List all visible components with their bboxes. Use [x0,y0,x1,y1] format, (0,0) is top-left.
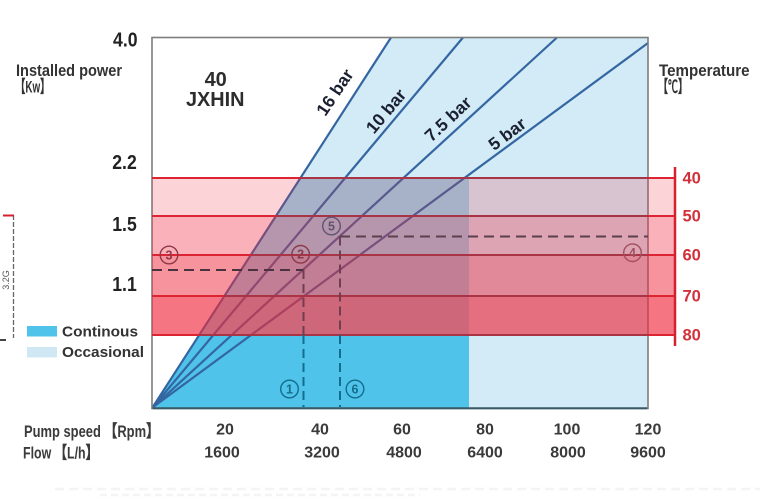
svg-text:9600: 9600 [630,445,666,462]
svg-text:4800: 4800 [386,445,422,462]
svg-text:80: 80 [683,327,701,345]
svg-text:80: 80 [476,422,494,439]
svg-text:8000: 8000 [550,445,586,462]
svg-text:2.2: 2.2 [112,152,137,174]
svg-text:4.0: 4.0 [113,30,138,52]
svg-text:2: 2 [297,248,304,262]
svg-text:1600: 1600 [204,445,240,462]
svg-text:3: 3 [166,248,173,262]
svg-text:Continous: Continous [62,323,138,340]
svg-text:1.5: 1.5 [112,214,137,236]
svg-text:1: 1 [286,382,293,396]
svg-text:5: 5 [328,219,335,233]
svg-text:3.2G: 3.2G [1,270,11,290]
svg-text:120: 120 [635,422,662,439]
svg-text:50: 50 [683,208,701,226]
svg-text:Temperature: Temperature [659,61,750,80]
svg-text:JXHIN: JXHIN [186,89,245,111]
svg-text:40: 40 [311,422,329,439]
svg-text:20: 20 [216,422,234,439]
svg-text:100: 100 [554,422,581,439]
svg-text:40: 40 [205,69,227,91]
svg-text:Installed power: Installed power [16,61,122,80]
svg-text:【℃】: 【℃】 [658,77,688,97]
svg-text:Pump speed 【Rpm】: Pump speed 【Rpm】 [24,421,159,441]
svg-text:70: 70 [683,288,701,306]
svg-text:6: 6 [352,382,359,396]
svg-text:Occasional: Occasional [62,344,144,361]
svg-text:60: 60 [683,247,701,265]
svg-text:4: 4 [629,246,636,260]
svg-text:60: 60 [393,422,411,439]
svg-text:【Kw】: 【Kw】 [16,77,51,97]
svg-text:3200: 3200 [304,445,340,462]
svg-text:Flow 【L/h】: Flow 【L/h】 [23,443,98,463]
svg-text:6400: 6400 [467,445,503,462]
svg-text:40: 40 [683,170,701,188]
svg-text:1.1: 1.1 [112,274,137,296]
